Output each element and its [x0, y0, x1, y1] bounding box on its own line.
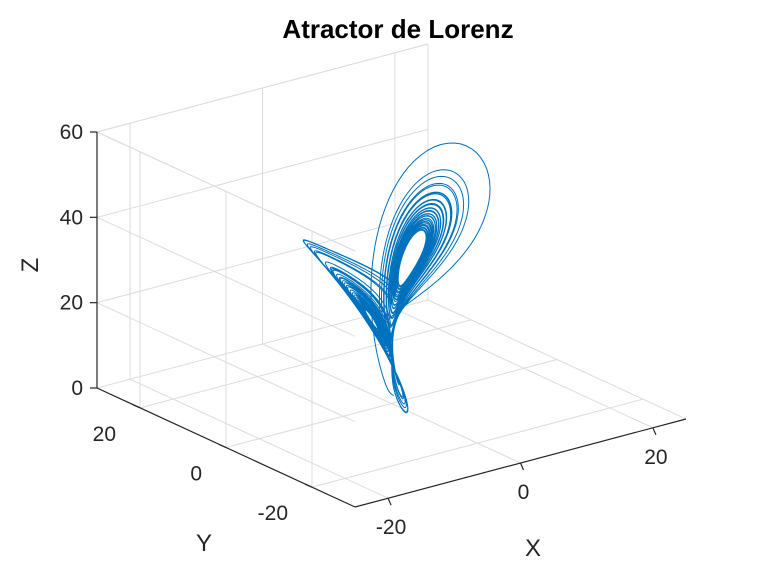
- y-tick-mark: [132, 404, 141, 409]
- x-tick-label: -20: [376, 516, 406, 539]
- pane-edge-top-back: [96, 43, 429, 133]
- y-tick-label: -20: [258, 502, 288, 525]
- lorenz-trajectory-line: [302, 142, 491, 414]
- z-tick-label: 40: [60, 206, 83, 229]
- z-tick-label: 60: [60, 121, 83, 144]
- x-tick-label: 0: [518, 481, 530, 504]
- trajectory-group: [302, 142, 491, 414]
- pane-edge-top-left: [96, 131, 356, 252]
- x-tick-mark: [387, 497, 392, 506]
- x-tick-mark: [652, 427, 657, 436]
- grid-line-backwall-z: [96, 214, 429, 304]
- y-axis-label: Y: [196, 530, 212, 557]
- grid-line-backwall-z: [96, 128, 429, 218]
- y-tick-mark: [304, 483, 313, 488]
- z-tick-label: 0: [71, 377, 83, 400]
- x-tick-mark: [519, 462, 525, 471]
- z-axis-label: Z: [17, 258, 44, 273]
- grid-line-floor-y: [225, 359, 558, 448]
- chart-title: Atractor de Lorenz: [282, 14, 513, 44]
- z-tick-label: 20: [60, 292, 83, 315]
- grid-line-sidewall-z: [96, 216, 356, 337]
- pane-edge-floor-right: [427, 299, 687, 420]
- y-tick-mark: [218, 443, 227, 449]
- grid-line-floor-y: [139, 319, 472, 409]
- y-tick-label: 20: [93, 423, 116, 446]
- x-tick-label: 20: [644, 446, 667, 469]
- grid-line-floor-y: [311, 398, 644, 488]
- y-tick-label: 0: [190, 463, 202, 486]
- grid-line-sidewall-z: [96, 302, 356, 423]
- tick-labels: -20 0 20 -20 0 20 0 20 40 60: [60, 121, 668, 539]
- axes: [90, 131, 687, 508]
- x-axis-label: X: [525, 535, 541, 562]
